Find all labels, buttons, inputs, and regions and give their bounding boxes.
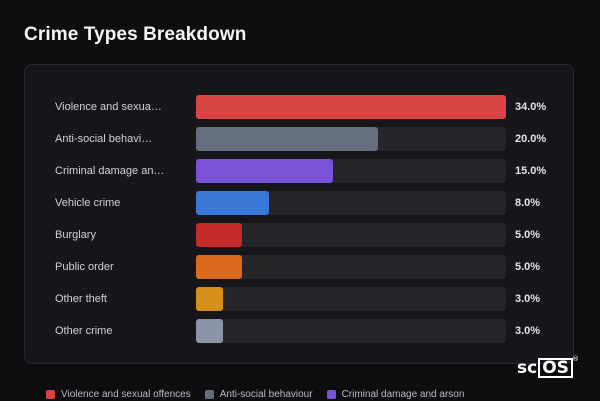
- bar-category-label: Criminal damage an…: [55, 165, 165, 177]
- bar-row: Anti-social behavi… 20.0%: [25, 127, 575, 151]
- bar: [196, 223, 242, 247]
- bar-track: [196, 319, 506, 343]
- bar-value-label: 20.0%: [515, 133, 547, 145]
- bar-category-label: Vehicle crime: [55, 197, 121, 209]
- bar-track: [196, 191, 506, 215]
- bar: [196, 287, 223, 311]
- bar: [196, 159, 333, 183]
- bar-value-label: 8.0%: [515, 197, 541, 209]
- scos-logo: sc OS: [517, 358, 573, 378]
- bar: [196, 319, 223, 343]
- bar-track: [196, 223, 506, 247]
- bar: [196, 255, 242, 279]
- bar-track: [196, 255, 506, 279]
- bar-row: Burglary 5.0%: [25, 223, 575, 247]
- bar-category-label: Other theft: [55, 293, 107, 305]
- legend-swatch: [204, 389, 214, 399]
- chart-legend: Violence and sexual offences Anti-social …: [46, 387, 478, 401]
- bar-track: [196, 127, 506, 151]
- bar-value-label: 5.0%: [515, 261, 541, 273]
- chart-card: Violence and sexua… 34.0% Anti-social beha…: [24, 64, 574, 364]
- legend-label: Anti-social behaviour: [219, 388, 313, 400]
- bar-category-label: Public order: [55, 261, 114, 273]
- legend-item: Criminal damage and arson: [326, 388, 465, 400]
- logo-registered-mark: ®: [572, 355, 579, 363]
- bar-row: Other theft 3.0%: [25, 287, 575, 311]
- legend-swatch: [326, 389, 336, 399]
- bar-category-label: Other crime: [55, 325, 113, 337]
- chart-title: Crime Types Breakdown: [24, 24, 247, 45]
- bar-track: [196, 287, 506, 311]
- legend-item: Anti-social behaviour: [204, 388, 313, 400]
- bar-value-label: 5.0%: [515, 229, 541, 241]
- bar-value-label: 3.0%: [515, 325, 541, 337]
- bar: [196, 127, 378, 151]
- bar-row: Violence and sexua… 34.0%: [25, 95, 575, 119]
- bar-category-label: Burglary: [55, 229, 96, 241]
- legend-swatch: [46, 389, 55, 399]
- bar: [196, 95, 506, 119]
- bar-row: Other crime 3.0%: [25, 319, 575, 343]
- bar-value-label: 3.0%: [515, 293, 541, 305]
- legend-label: Criminal damage and arson: [341, 388, 465, 400]
- bar-category-label: Violence and sexua…: [55, 101, 162, 113]
- bar-category-label: Anti-social behavi…: [55, 133, 153, 145]
- bar-row: Criminal damage an… 15.0%: [25, 159, 575, 183]
- bar-row: Public order 5.0%: [25, 255, 575, 279]
- bar-track: [196, 159, 506, 183]
- bar-value-label: 15.0%: [515, 165, 547, 177]
- bar-row: Vehicle crime 8.0%: [25, 191, 575, 215]
- logo-text-boxed: OS: [538, 358, 573, 378]
- logo-text-left: sc: [517, 358, 538, 378]
- bar: [196, 191, 269, 215]
- bar-track: [196, 95, 506, 119]
- bar-value-label: 34.0%: [515, 101, 547, 113]
- legend-item: Violence and sexual offences: [46, 389, 191, 400]
- legend-label: Violence and sexual offences: [61, 388, 191, 400]
